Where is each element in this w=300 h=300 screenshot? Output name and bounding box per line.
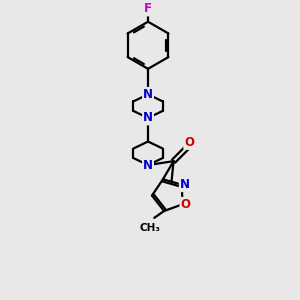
Text: N: N bbox=[143, 88, 153, 101]
Text: CH₃: CH₃ bbox=[140, 223, 161, 233]
Text: N: N bbox=[143, 159, 153, 172]
Text: F: F bbox=[144, 2, 152, 15]
Text: O: O bbox=[184, 136, 194, 149]
Text: N: N bbox=[180, 178, 190, 191]
Text: O: O bbox=[180, 198, 190, 211]
Text: N: N bbox=[143, 111, 153, 124]
